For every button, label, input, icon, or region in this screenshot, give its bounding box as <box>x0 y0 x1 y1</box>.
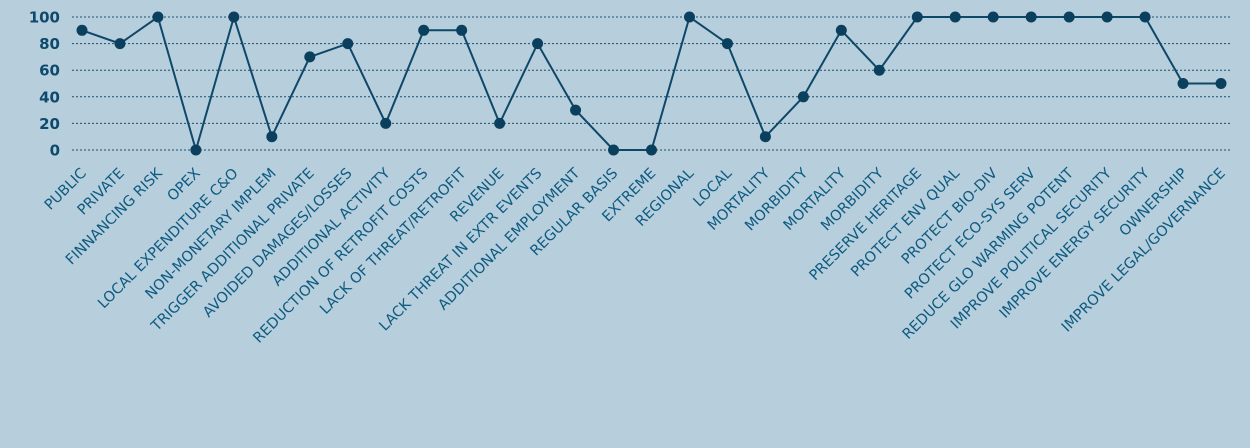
y-tick-label: 0 <box>50 142 60 160</box>
series-line <box>81 13 1221 154</box>
y-tick-label: 80 <box>39 35 60 53</box>
data-point <box>228 11 240 23</box>
data-point <box>1139 11 1151 23</box>
data-point <box>759 131 771 143</box>
data-point <box>190 144 202 156</box>
data-point <box>1063 11 1075 23</box>
data-point <box>494 117 506 129</box>
data-point <box>380 117 392 129</box>
data-point <box>721 38 733 50</box>
data-point <box>1215 78 1227 89</box>
data-point <box>266 131 278 143</box>
data-point <box>76 24 88 36</box>
data-point <box>570 104 582 116</box>
data-point <box>532 38 544 50</box>
data-point <box>152 11 164 23</box>
data-point <box>114 38 126 50</box>
data-point <box>646 144 657 156</box>
data-point <box>873 64 885 76</box>
data-point <box>342 38 354 50</box>
data-point <box>1025 11 1037 23</box>
data-point <box>987 11 999 23</box>
data-point <box>683 11 695 23</box>
data-point <box>418 24 430 36</box>
data-point <box>949 11 961 23</box>
data-point <box>456 24 468 36</box>
data-point <box>608 144 620 156</box>
data-point <box>835 24 847 36</box>
data-point <box>911 11 923 23</box>
data-point <box>1101 11 1113 23</box>
data-point <box>304 51 316 63</box>
data-point <box>797 91 809 103</box>
y-tick-label: 20 <box>39 115 60 133</box>
y-tick-label: 60 <box>39 62 60 80</box>
x-tick-label: REDUCTION OF RETROFIT COSTS <box>251 166 432 347</box>
y-tick-label: 100 <box>29 9 60 27</box>
y-tick-label: 40 <box>39 88 60 106</box>
data-point <box>1177 78 1189 89</box>
